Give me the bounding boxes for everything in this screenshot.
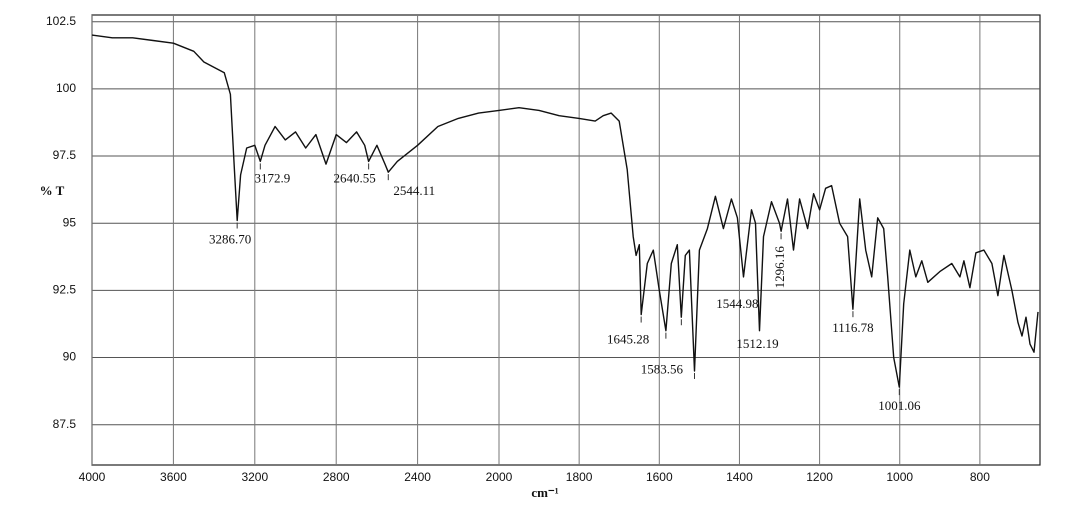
spectrum-line — [91, 34, 1039, 388]
x-tick-label: 1800 — [566, 470, 593, 484]
x-tick-label: 4000 — [79, 470, 106, 484]
y-tick-label: 90 — [63, 350, 77, 364]
y-tick-label: 100 — [56, 81, 76, 95]
y-tick-label: 87.5 — [53, 417, 77, 431]
y-tick-label: 97.5 — [53, 148, 77, 162]
x-tick-label: 3200 — [241, 470, 268, 484]
plot-frame — [91, 14, 1041, 466]
x-tick-label: 2400 — [404, 470, 431, 484]
x-tick-label: 800 — [970, 470, 990, 484]
x-tick-label: 2000 — [486, 470, 513, 484]
peak-label: 1645.28 — [607, 332, 649, 347]
x-tick-label: 1600 — [646, 470, 673, 484]
peak-label: 2640.55 — [334, 170, 376, 185]
x-axis-label: cm⁻¹ — [531, 485, 558, 500]
x-tick-label: 2800 — [323, 470, 350, 484]
peak-label: 1296.16 — [772, 246, 787, 289]
x-tick-label: 3600 — [160, 470, 187, 484]
x-tick-label: 1000 — [886, 470, 913, 484]
peak-label: 1544.98 — [716, 296, 758, 311]
y-axis-label: % T — [40, 183, 65, 198]
y-tick-label: 102.5 — [46, 14, 76, 28]
peak-label: 1001.06 — [878, 398, 921, 413]
peak-label: 1583.56 — [641, 362, 684, 377]
peak-label: 3286.70 — [209, 232, 251, 247]
y-tick-label: 92.5 — [53, 283, 77, 297]
peak-label: 3172.9 — [254, 170, 290, 185]
y-tick-label: 95 — [63, 215, 77, 229]
peak-label: 1116.78 — [832, 320, 873, 335]
peak-label: 1512.19 — [736, 336, 778, 351]
x-tick-label: 1200 — [806, 470, 833, 484]
x-tick-label: 1400 — [726, 470, 753, 484]
peak-label: 2544.11 — [393, 183, 435, 198]
